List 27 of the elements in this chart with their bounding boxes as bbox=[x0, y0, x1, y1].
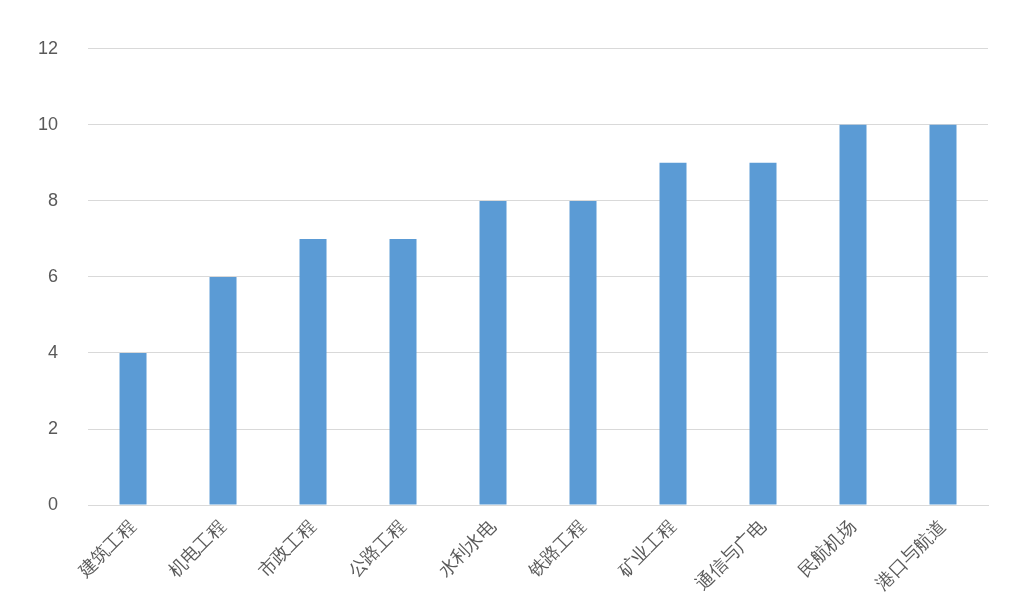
y-tick-label: 12 bbox=[37, 37, 59, 58]
x-tick-label: 矿业工程 bbox=[613, 515, 680, 582]
x-tick-label: 公路工程 bbox=[344, 515, 410, 581]
y-tick-label: 10 bbox=[37, 113, 59, 134]
x-tick-label: 机电工程 bbox=[164, 515, 230, 581]
y-tick-label: 2 bbox=[48, 418, 59, 439]
y-tick-label: 6 bbox=[48, 265, 59, 286]
bar bbox=[209, 276, 237, 505]
y-tick-label: 0 bbox=[48, 494, 59, 515]
x-tick-label: 建筑工程 bbox=[73, 515, 140, 582]
y-tick-label: 8 bbox=[48, 189, 59, 210]
bar bbox=[569, 200, 597, 505]
x-tick-label: 通信与广电 bbox=[691, 515, 770, 594]
bar bbox=[839, 124, 867, 505]
bar bbox=[749, 162, 777, 505]
x-tick-label: 水利水电 bbox=[434, 515, 500, 581]
bar bbox=[389, 238, 417, 505]
y-tick-label: 4 bbox=[48, 341, 59, 362]
bar bbox=[119, 352, 147, 505]
bar bbox=[299, 238, 327, 505]
x-tick-label: 民航机场 bbox=[794, 515, 860, 581]
x-tick-label: 铁路工程 bbox=[523, 515, 590, 582]
bar bbox=[479, 200, 507, 505]
bar bbox=[929, 124, 957, 505]
x-tick-label: 港口与航道 bbox=[871, 515, 950, 594]
x-tick-label: 市政工程 bbox=[254, 515, 320, 581]
bar bbox=[659, 162, 687, 505]
